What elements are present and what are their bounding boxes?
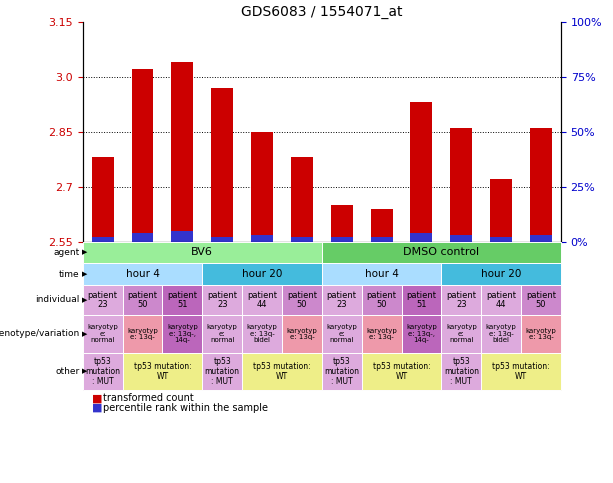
Text: karyotyp
e: 13q-
bidel: karyotyp e: 13q- bidel (246, 324, 278, 343)
Text: tp53
mutation
: MUT: tp53 mutation : MUT (444, 356, 479, 386)
Bar (371, 209, 392, 242)
Bar (251, 235, 273, 242)
Text: patient
50: patient 50 (367, 291, 397, 309)
Text: tp53
mutation
: MUT: tp53 mutation : MUT (324, 356, 359, 386)
Text: tp53 mutation:
WT: tp53 mutation: WT (253, 362, 311, 381)
Text: patient
50: patient 50 (526, 291, 556, 309)
Bar (530, 128, 552, 242)
Text: karyotyp
e: 13q-: karyotyp e: 13q- (127, 327, 158, 340)
Text: ■: ■ (92, 394, 102, 403)
Text: patient
23: patient 23 (207, 291, 237, 309)
Text: patient
50: patient 50 (128, 291, 158, 309)
Bar (411, 233, 432, 242)
Bar (172, 230, 193, 242)
Text: patient
50: patient 50 (287, 291, 317, 309)
Text: ▶: ▶ (82, 249, 87, 256)
Text: karyotyp
e:
normal: karyotyp e: normal (207, 324, 238, 343)
Text: tp53 mutation:
WT: tp53 mutation: WT (373, 362, 430, 381)
Bar (92, 237, 113, 242)
Text: karyotyp
e:
normal: karyotyp e: normal (326, 324, 357, 343)
Text: transformed count: transformed count (103, 394, 194, 403)
Text: genotype/variation: genotype/variation (0, 329, 80, 338)
Bar (132, 233, 153, 242)
Bar (371, 237, 392, 242)
Text: ▶: ▶ (82, 369, 87, 374)
Text: karyotyp
e: 13q-: karyotyp e: 13q- (366, 327, 397, 340)
Text: patient
23: patient 23 (327, 291, 357, 309)
Text: karyotyp
e: 13q-: karyotyp e: 13q- (525, 327, 557, 340)
Title: GDS6083 / 1554071_at: GDS6083 / 1554071_at (241, 5, 403, 19)
Bar (132, 70, 153, 241)
Text: time: time (59, 270, 80, 279)
Text: karyotyp
e:
normal: karyotyp e: normal (446, 324, 477, 343)
Bar (331, 205, 352, 242)
Text: DMSO control: DMSO control (403, 247, 479, 257)
Bar (211, 237, 233, 242)
Text: karyotyp
e: 13q-,
14q-: karyotyp e: 13q-, 14q- (167, 324, 198, 343)
Bar (451, 235, 472, 242)
Text: tp53
mutation
: MUT: tp53 mutation : MUT (85, 356, 120, 386)
Text: patient
44: patient 44 (486, 291, 516, 309)
Bar (172, 62, 193, 242)
Text: individual: individual (36, 296, 80, 304)
Text: karyotyp
e: 13q-
bidel: karyotyp e: 13q- bidel (485, 324, 517, 343)
Bar (530, 235, 552, 242)
Text: agent: agent (53, 248, 80, 257)
Text: karyotyp
e: 13q-,
14q-: karyotyp e: 13q-, 14q- (406, 324, 437, 343)
Text: hour 20: hour 20 (481, 269, 521, 279)
Text: BV6: BV6 (191, 247, 213, 257)
Bar (92, 157, 113, 242)
Text: karyotyp
e:
normal: karyotyp e: normal (87, 324, 118, 343)
Text: hour 20: hour 20 (242, 269, 282, 279)
Text: tp53 mutation:
WT: tp53 mutation: WT (134, 362, 191, 381)
Text: patient
51: patient 51 (167, 291, 197, 309)
Text: percentile rank within the sample: percentile rank within the sample (103, 403, 268, 413)
Bar (291, 157, 313, 242)
Bar (490, 179, 512, 242)
Text: patient
23: patient 23 (88, 291, 118, 309)
Bar (490, 237, 512, 242)
Text: patient
44: patient 44 (247, 291, 277, 309)
Text: ▶: ▶ (82, 271, 87, 277)
Text: tp53
mutation
: MUT: tp53 mutation : MUT (205, 356, 240, 386)
Bar (451, 128, 472, 242)
Bar (411, 102, 432, 242)
Text: ▶: ▶ (82, 331, 87, 337)
Text: patient
51: patient 51 (406, 291, 436, 309)
Bar (251, 131, 273, 242)
Text: ■: ■ (92, 403, 102, 413)
Bar (331, 237, 352, 242)
Text: ▶: ▶ (82, 297, 87, 303)
Text: hour 4: hour 4 (126, 269, 159, 279)
Text: other: other (55, 367, 80, 376)
Bar (291, 237, 313, 242)
Bar (211, 87, 233, 242)
Text: karyotyp
e: 13q-: karyotyp e: 13q- (286, 327, 318, 340)
Text: patient
23: patient 23 (446, 291, 476, 309)
Text: tp53 mutation:
WT: tp53 mutation: WT (492, 362, 550, 381)
Text: hour 4: hour 4 (365, 269, 398, 279)
